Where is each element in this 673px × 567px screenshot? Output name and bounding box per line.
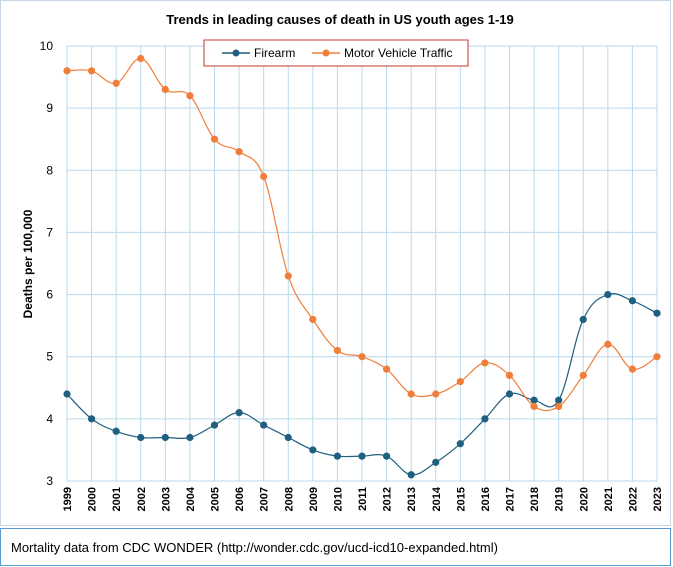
motor-vehicle-traffic-data-point [260,172,268,181]
x-tick-label: 2005 [210,487,222,511]
y-tick-label: 5 [46,350,53,364]
axes: 3 4 5 6 7 8 9 10 1999 2000 2001 2002 2003 2004 2005 200… [40,39,664,511]
motor-vehicle-traffic-data-point [63,67,71,75]
y-tick-label: 7 [46,225,53,239]
motor-vehicle-traffic-data-point [555,402,563,411]
y-tick-label: 4 [46,412,53,426]
x-tick-label: 2002 [136,487,148,511]
firearm-data-point [555,396,563,404]
motor-vehicle-traffic-data-point [210,135,219,143]
firearm-data-point [210,421,219,429]
x-tick-label: 2020 [578,487,590,511]
x-tick-label: 1999 [62,487,74,511]
motor-vehicle-traffic-data-point [235,148,243,156]
firearm-data-point [186,433,194,442]
grid [66,45,658,482]
x-tick-label: 2021 [603,487,615,511]
y-tick-label: 9 [46,101,53,115]
x-tick-label: 2012 [382,487,394,511]
line-chart: Trends in leading causes of death in US … [21,12,664,511]
motor-vehicle-traffic-data-point [530,402,538,411]
firearm-data-point [653,309,661,317]
legend: Firearm Motor Vehicle Traffic [203,39,469,67]
firearm-data-point [407,471,415,479]
motor-vehicle-traffic-data-point [358,353,366,361]
firearm-data-point [628,297,637,305]
x-tick-label: 2019 [554,487,566,511]
x-tick-label: 2008 [283,487,295,511]
firearm-data-point [309,446,317,454]
series [63,54,661,479]
x-tick-label: 2018 [529,487,541,511]
y-tick-label: 10 [40,39,54,53]
firearm-data-point [382,452,391,460]
y-axis-label: Deaths per 100,000 [21,209,35,318]
x-tick-label: 2001 [111,487,123,511]
firearm-data-point [481,415,489,423]
firearm-data-point [235,409,243,417]
motor-vehicle-traffic-data-point [653,353,661,361]
x-tick-label: 2015 [455,487,467,511]
motor-vehicle-traffic-data-point [481,359,489,367]
x-tick-label: 2007 [259,487,271,511]
x-tick-label: 2011 [357,487,369,511]
source-text: Mortality data from CDC WONDER (http://w… [11,539,498,555]
motor-vehicle-traffic-data-point [137,54,145,63]
motor-vehicle-traffic-data-point [161,85,169,94]
motor-vehicle-traffic-data-point [309,315,317,324]
firearm-data-point [137,433,145,442]
firearm-data-point [63,390,71,398]
chart-frame [0,0,671,526]
firearm-data-point [530,396,538,404]
firearm-data-point [432,458,440,466]
motor-vehicle-traffic-data-point [579,371,587,379]
firearm-data-point [260,421,268,429]
firearm-data-point [333,452,342,460]
source-footer: Mortality data from CDC WONDER (http://w… [0,528,671,566]
legend-firearm-marker [232,49,240,57]
motor-vehicle-traffic-data-point [382,365,391,373]
firearm-data-point [604,290,612,299]
motor-vehicle-traffic-data-point [432,390,440,398]
x-tick-label: 2014 [431,486,443,511]
y-tick-label: 6 [46,288,53,302]
x-tick-label: 2023 [652,487,664,511]
firearm-data-point [161,433,169,442]
motor-vehicle-traffic-data-point [333,346,342,355]
x-tick-label: 2022 [627,487,639,511]
motor-vehicle-traffic-data-point [284,272,292,280]
x-tick-label: 2013 [406,487,418,511]
motor-vehicle-traffic-data-point [407,390,415,398]
legend-motor-vehicle-marker [322,49,330,57]
y-tick-label: 3 [46,474,53,488]
y-tick-label: 8 [46,163,53,177]
x-tick-label: 2004 [185,486,197,511]
legend-firearm-label: Firearm [254,46,295,60]
x-tick-label: 2016 [480,487,492,511]
firearm-data-point [112,427,120,435]
x-tick-label: 2017 [505,487,517,511]
x-tick-label: 2009 [308,487,320,511]
legend-motor-vehicle-label: Motor Vehicle Traffic [344,46,453,60]
firearm-data-point [284,433,292,442]
x-tick-label: 2006 [234,487,246,511]
motor-vehicle-traffic-data-point [604,340,612,348]
motor-vehicle-traffic-data-point [87,67,96,75]
firearm-data-point [87,415,96,423]
motor-vehicle-traffic-data-point [456,377,464,386]
x-tick-label: 2003 [160,487,172,511]
firearm-data-point [505,390,514,398]
firearm-data-point [456,440,464,448]
motor-vehicle-traffic-data-point [112,79,120,87]
chart-title: Trends in leading causes of death in US … [166,12,513,27]
x-tick-label: 2000 [87,487,99,511]
x-tick-label: 2010 [332,487,344,511]
motor-vehicle-traffic-data-point [186,92,194,100]
firearm-data-point [358,452,366,460]
firearm-data-point [579,315,587,324]
motor-vehicle-traffic-data-point [628,365,637,373]
motor-vehicle-traffic-data-point [505,371,514,379]
